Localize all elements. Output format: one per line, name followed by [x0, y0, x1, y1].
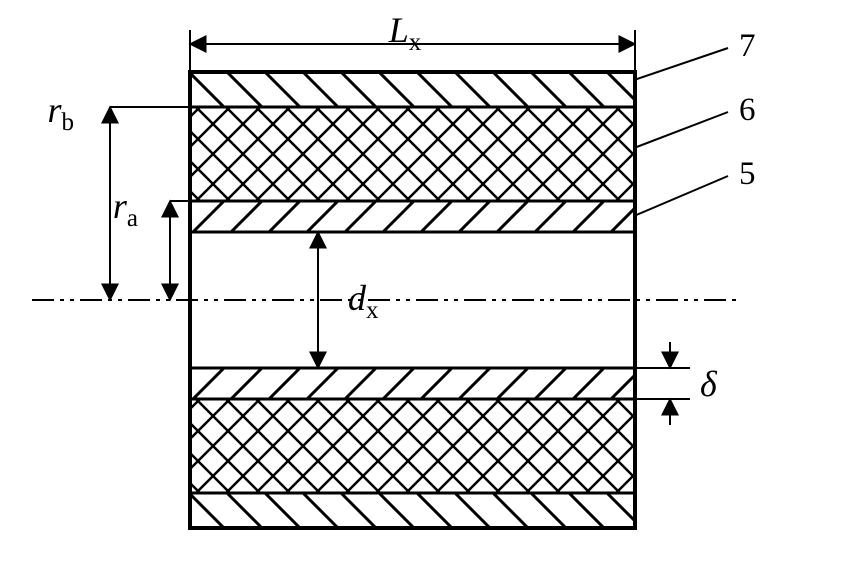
label-6: 6	[739, 92, 756, 128]
labels: Lx rb ra dx δ 7 6 5	[47, 10, 755, 404]
label-dx: dx	[348, 278, 379, 324]
callout-leaders	[634, 48, 728, 216]
label-ra: ra	[113, 186, 138, 232]
label-rb: rb	[47, 90, 74, 136]
label-Lx: Lx	[388, 10, 422, 56]
cross-section-diagram: Lx rb ra dx δ 7 6 5	[0, 0, 864, 568]
label-5: 5	[739, 156, 756, 192]
label-delta: δ	[700, 364, 718, 404]
label-7: 7	[739, 28, 756, 64]
